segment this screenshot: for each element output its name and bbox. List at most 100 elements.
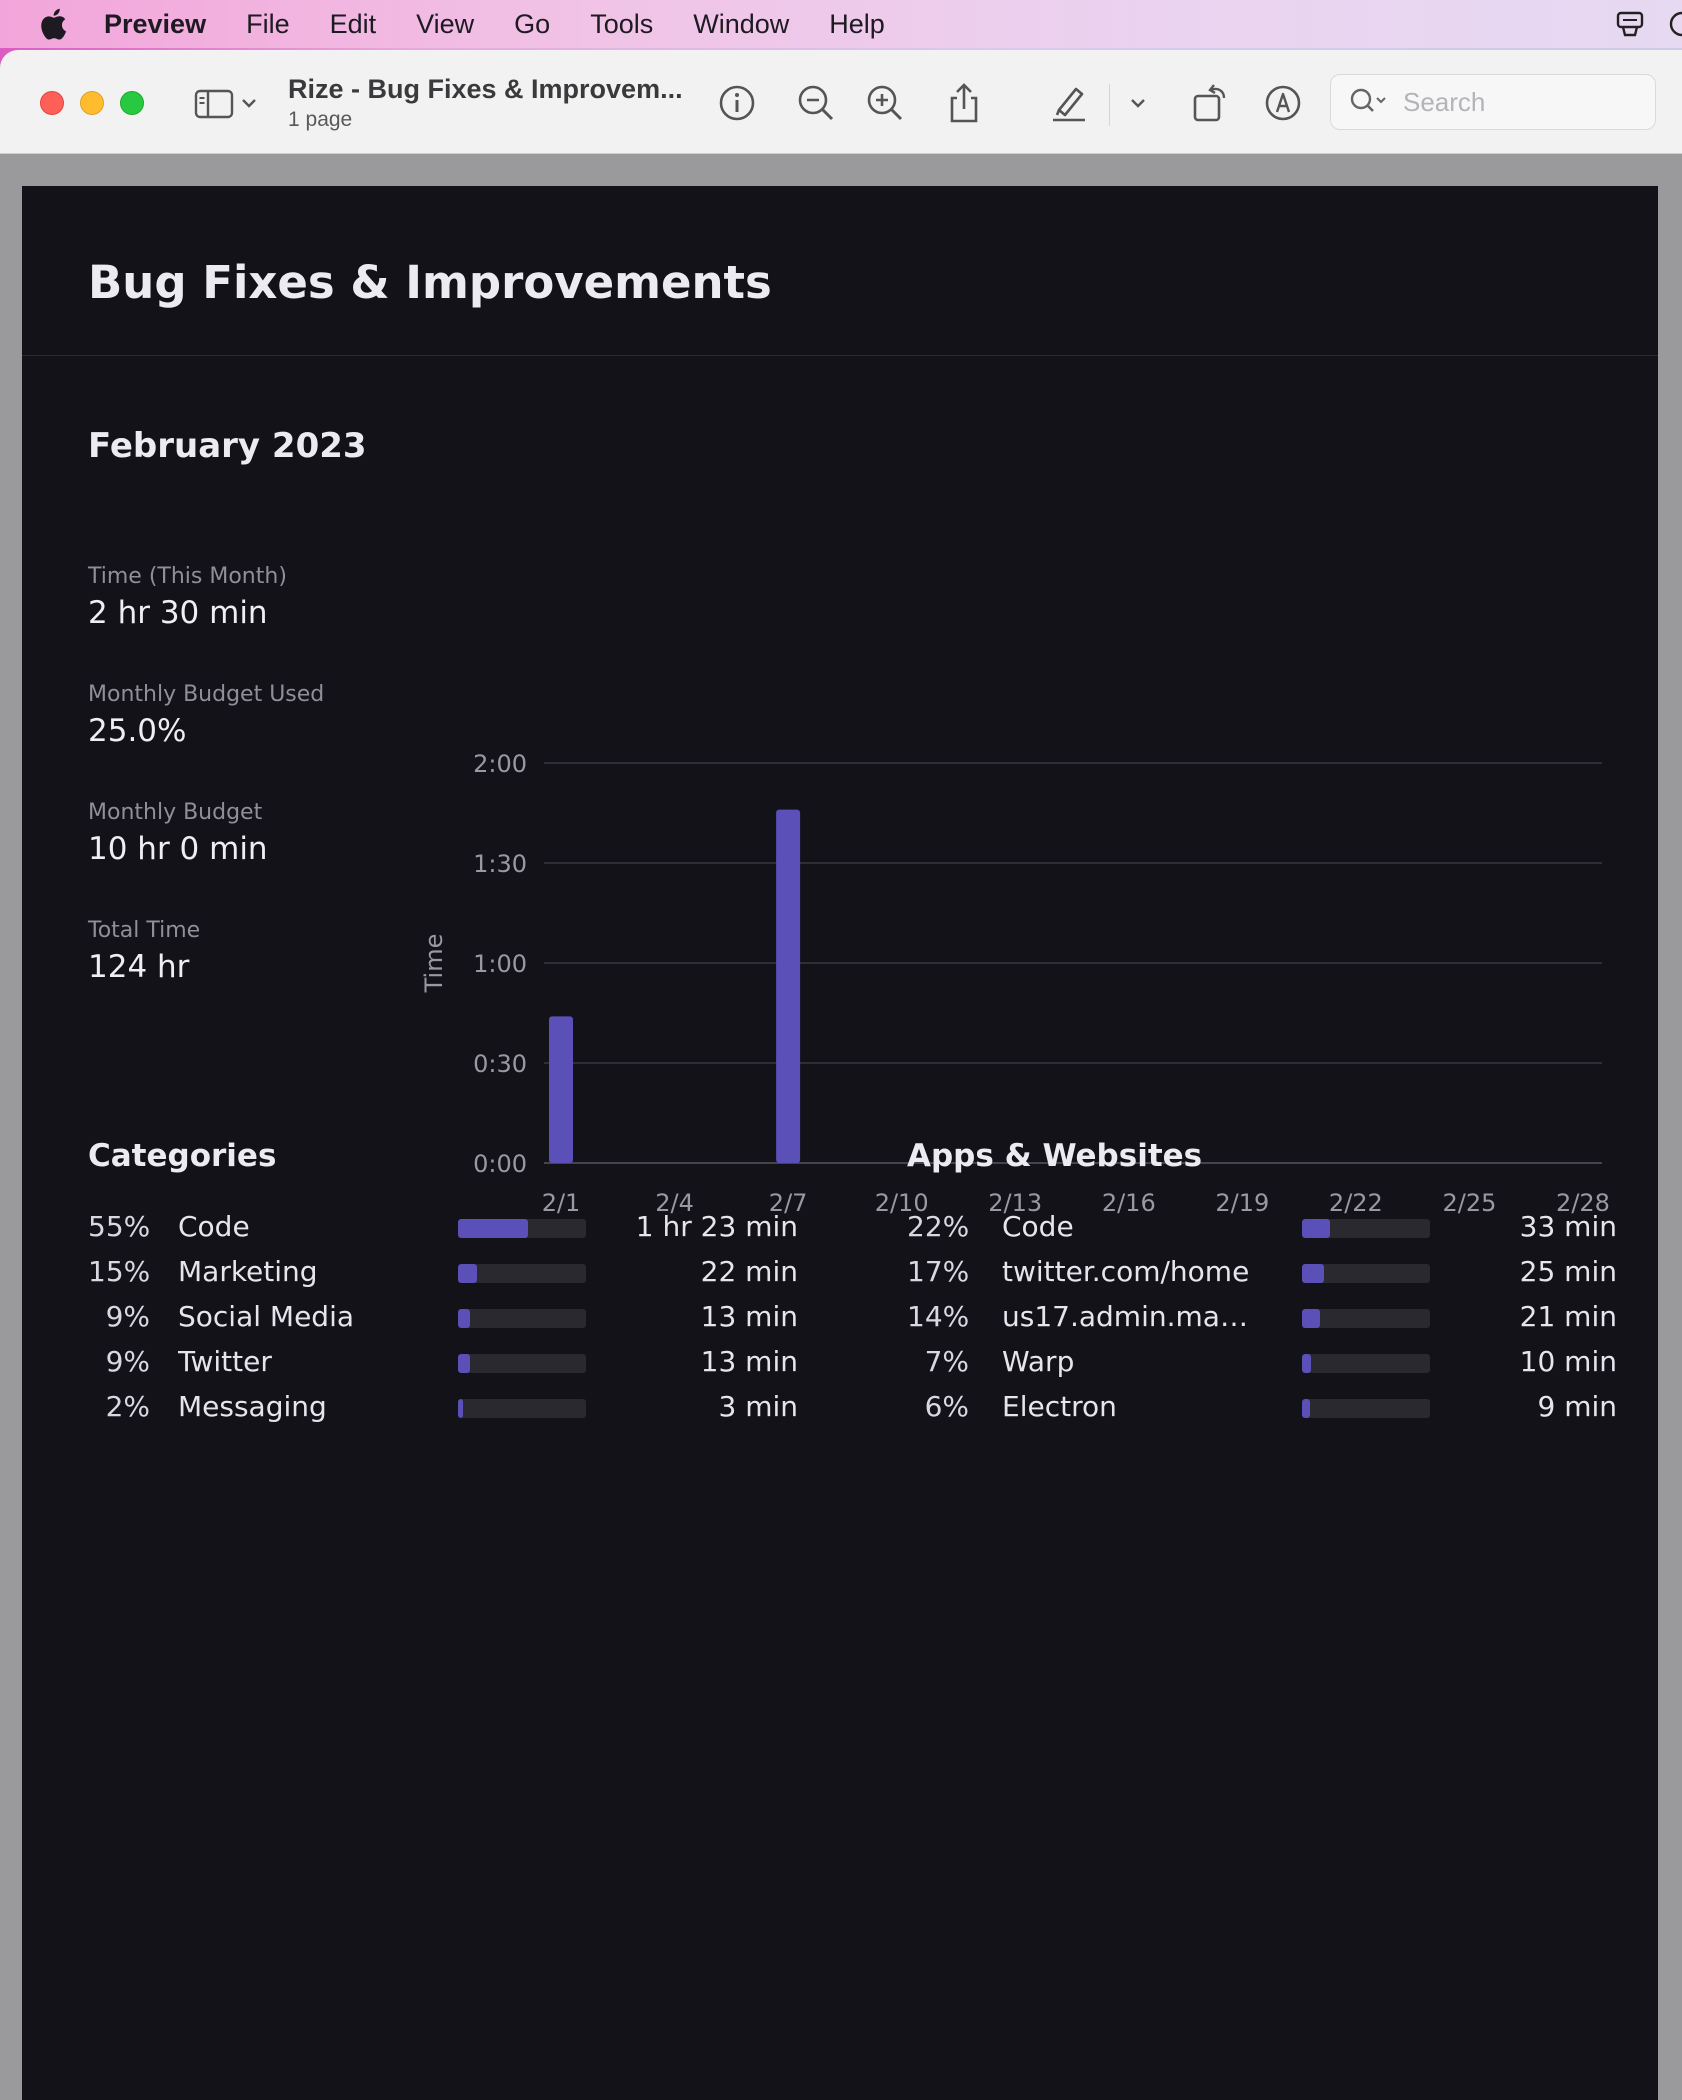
row-name: Code: [1002, 1210, 1074, 1243]
share-bar: [1302, 1219, 1430, 1238]
share-bar: [1302, 1354, 1430, 1373]
x-tick-label: 2/13: [988, 1189, 1042, 1217]
search-icon: [1350, 88, 1386, 112]
stat-value: 124 hr: [88, 949, 190, 985]
document-title: Rize - Bug Fixes & Improvem...: [288, 74, 683, 104]
row-name: Messaging: [178, 1390, 327, 1423]
y-tick-label: 1:00: [473, 950, 527, 978]
share-button[interactable]: [941, 80, 987, 126]
apple-logo-icon[interactable]: [36, 5, 74, 43]
menu-edit[interactable]: Edit: [329, 8, 377, 39]
stat-time-this-month: Time (This Month) 2 hr 30 min: [88, 564, 287, 631]
row-percent: 6%: [924, 1390, 969, 1423]
row-name: us17.admin.mailc...: [1002, 1300, 1252, 1333]
highlight-button[interactable]: [1046, 80, 1092, 126]
row-percent: 55%: [88, 1210, 151, 1243]
page-title: Bug Fixes & Improvements: [88, 256, 772, 309]
stat-label: Time (This Month): [88, 564, 287, 589]
sidebar-icon: [194, 89, 234, 119]
stat-value: 25.0%: [88, 713, 187, 749]
share-bar: [458, 1354, 586, 1373]
share-bar-fill: [458, 1264, 478, 1283]
time-bar: [549, 1016, 573, 1163]
app-row: 6% Electron 9 min: [907, 1390, 1617, 1435]
row-percent: 2%: [105, 1390, 150, 1423]
row-percent: 7%: [924, 1345, 969, 1378]
stat-value: 2 hr 30 min: [88, 595, 268, 631]
row-percent: 15%: [88, 1255, 151, 1288]
category-row: 15% Marketing 22 min: [88, 1255, 798, 1300]
share-bar: [1302, 1399, 1430, 1418]
menu-app-name[interactable]: Preview: [104, 8, 207, 39]
sidebar-toggle-button[interactable]: [192, 80, 260, 126]
row-time: 21 min: [1519, 1300, 1617, 1333]
row-percent: 22%: [907, 1210, 970, 1243]
y-axis-label: Time: [420, 934, 448, 994]
menu-view[interactable]: View: [416, 8, 475, 39]
row-name: Marketing: [178, 1255, 318, 1288]
menu-tools[interactable]: Tools: [590, 8, 654, 39]
row-time: 33 min: [1519, 1210, 1617, 1243]
highlight-options-button[interactable]: [1115, 80, 1161, 126]
row-percent: 9%: [105, 1345, 150, 1378]
menu-file[interactable]: File: [246, 8, 290, 39]
category-row: 55% Code 1 hr 23 min: [88, 1210, 798, 1255]
stat-label: Monthly Budget: [88, 800, 263, 825]
row-time: 25 min: [1519, 1255, 1617, 1288]
document-page-count: 1 page: [288, 108, 353, 131]
menu-bar: Preview File Edit View Go Tools Window H…: [0, 0, 1682, 48]
row-name: Twitter: [178, 1345, 272, 1378]
search-input[interactable]: [1403, 86, 1623, 118]
display-status-icon[interactable]: [1614, 8, 1646, 40]
stat-monthly-budget: Monthly Budget 10 hr 0 min: [88, 800, 268, 867]
category-row: 9% Social Media 13 min: [88, 1300, 798, 1345]
row-name: Social Media: [178, 1300, 355, 1333]
share-icon: [950, 83, 978, 123]
menu-help[interactable]: Help: [829, 8, 885, 39]
preview-window: Rize - Bug Fixes & Improvem... 1 page: [0, 50, 1682, 2100]
rotate-icon: [1193, 84, 1226, 122]
y-tick-label: 0:00: [473, 1150, 527, 1178]
time-bar: [776, 809, 801, 1163]
row-time: 9 min: [1537, 1390, 1617, 1423]
share-bar-fill: [1302, 1354, 1311, 1373]
search-field[interactable]: [1330, 74, 1656, 130]
row-time: 13 min: [700, 1345, 798, 1378]
zoom-in-icon: [867, 85, 903, 121]
share-bar-fill: [458, 1399, 464, 1418]
row-time: 13 min: [700, 1300, 798, 1333]
title-divider: [22, 355, 1658, 356]
rotate-button[interactable]: [1188, 80, 1234, 126]
window-toolbar: Rize - Bug Fixes & Improvem... 1 page: [0, 50, 1682, 154]
app-row: 14% us17.admin.mailc... 21 min: [907, 1300, 1617, 1345]
highlighter-icon: [1053, 87, 1085, 122]
x-tick-label: 2/19: [1215, 1189, 1269, 1217]
row-time: 10 min: [1519, 1345, 1617, 1378]
stat-value: 10 hr 0 min: [88, 831, 268, 867]
row-name: twitter.com/home: [1002, 1255, 1250, 1288]
info-button[interactable]: [714, 80, 760, 126]
zoom-window-button[interactable]: [120, 91, 144, 115]
row-time: 1 hr 23 min: [635, 1210, 798, 1243]
row-percent: 14%: [907, 1300, 970, 1333]
month-heading: February 2023: [88, 426, 367, 466]
markup-button[interactable]: [1260, 80, 1306, 126]
menu-extras: [1614, 0, 1682, 48]
category-row: 9% Twitter 13 min: [88, 1345, 798, 1390]
zoom-out-button[interactable]: [793, 80, 839, 126]
markup-icon: [1265, 85, 1301, 121]
control-center-icon[interactable]: [1668, 8, 1682, 40]
row-time: 3 min: [718, 1390, 798, 1423]
zoom-in-button[interactable]: [862, 80, 908, 126]
toolbar-divider: [1109, 84, 1110, 126]
categories-list: 55% Code 1 hr 23 min 15% Marketing 22 min 9% So…: [88, 1210, 798, 1435]
share-bar-fill: [1302, 1219, 1331, 1238]
x-tick-label: 2/28: [1556, 1189, 1610, 1217]
close-window-button[interactable]: [40, 91, 64, 115]
x-tick-label: 2/16: [1102, 1189, 1156, 1217]
menu-go[interactable]: Go: [514, 8, 551, 39]
chevron-down-icon: [1131, 99, 1145, 108]
minimize-window-button[interactable]: [80, 91, 104, 115]
menu-window[interactable]: Window: [693, 8, 790, 39]
category-row: 2% Messaging 3 min: [88, 1390, 798, 1435]
